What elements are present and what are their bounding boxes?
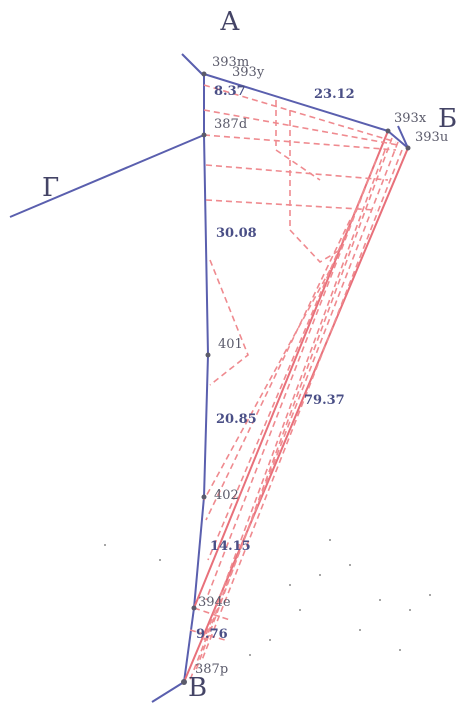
point-label: 387d xyxy=(214,117,247,132)
survey-dashed-lines xyxy=(189,84,403,681)
point-label: 393x xyxy=(394,111,427,126)
point-label: 393y xyxy=(232,65,265,80)
dimension-label: 79.37 xyxy=(304,393,345,408)
boundary-extension-a xyxy=(181,53,205,77)
scan-specks xyxy=(104,539,431,656)
dimension-label: 9.76 xyxy=(196,627,228,642)
boundary-extension-b xyxy=(397,125,409,149)
point-label: 393m xyxy=(212,55,249,70)
dimension-label: 30.08 xyxy=(216,226,257,241)
dimension-label: 8.37 xyxy=(214,84,246,99)
dimension-label: 20.85 xyxy=(216,412,257,427)
point-label: 394e xyxy=(198,595,231,610)
point-label: 401 xyxy=(218,337,243,352)
corner-label-g: Г xyxy=(42,173,59,203)
corner-label-a: А xyxy=(220,7,240,37)
boundary-line-g xyxy=(9,134,205,218)
dimension-label: 23.12 xyxy=(314,87,355,102)
boundary-north xyxy=(203,73,389,132)
corner-label-b: Б xyxy=(438,104,457,134)
point-markers xyxy=(181,71,411,685)
boundary-west xyxy=(183,74,210,683)
point-label: 387p xyxy=(195,662,228,677)
boundary-extension-v xyxy=(151,681,185,703)
dimension-label: 14.15 xyxy=(210,539,251,554)
point-label: 393u xyxy=(415,130,448,145)
boundary-north-b xyxy=(387,130,409,149)
point-label: 402 xyxy=(214,488,239,503)
corner-label-v: В xyxy=(188,673,207,703)
